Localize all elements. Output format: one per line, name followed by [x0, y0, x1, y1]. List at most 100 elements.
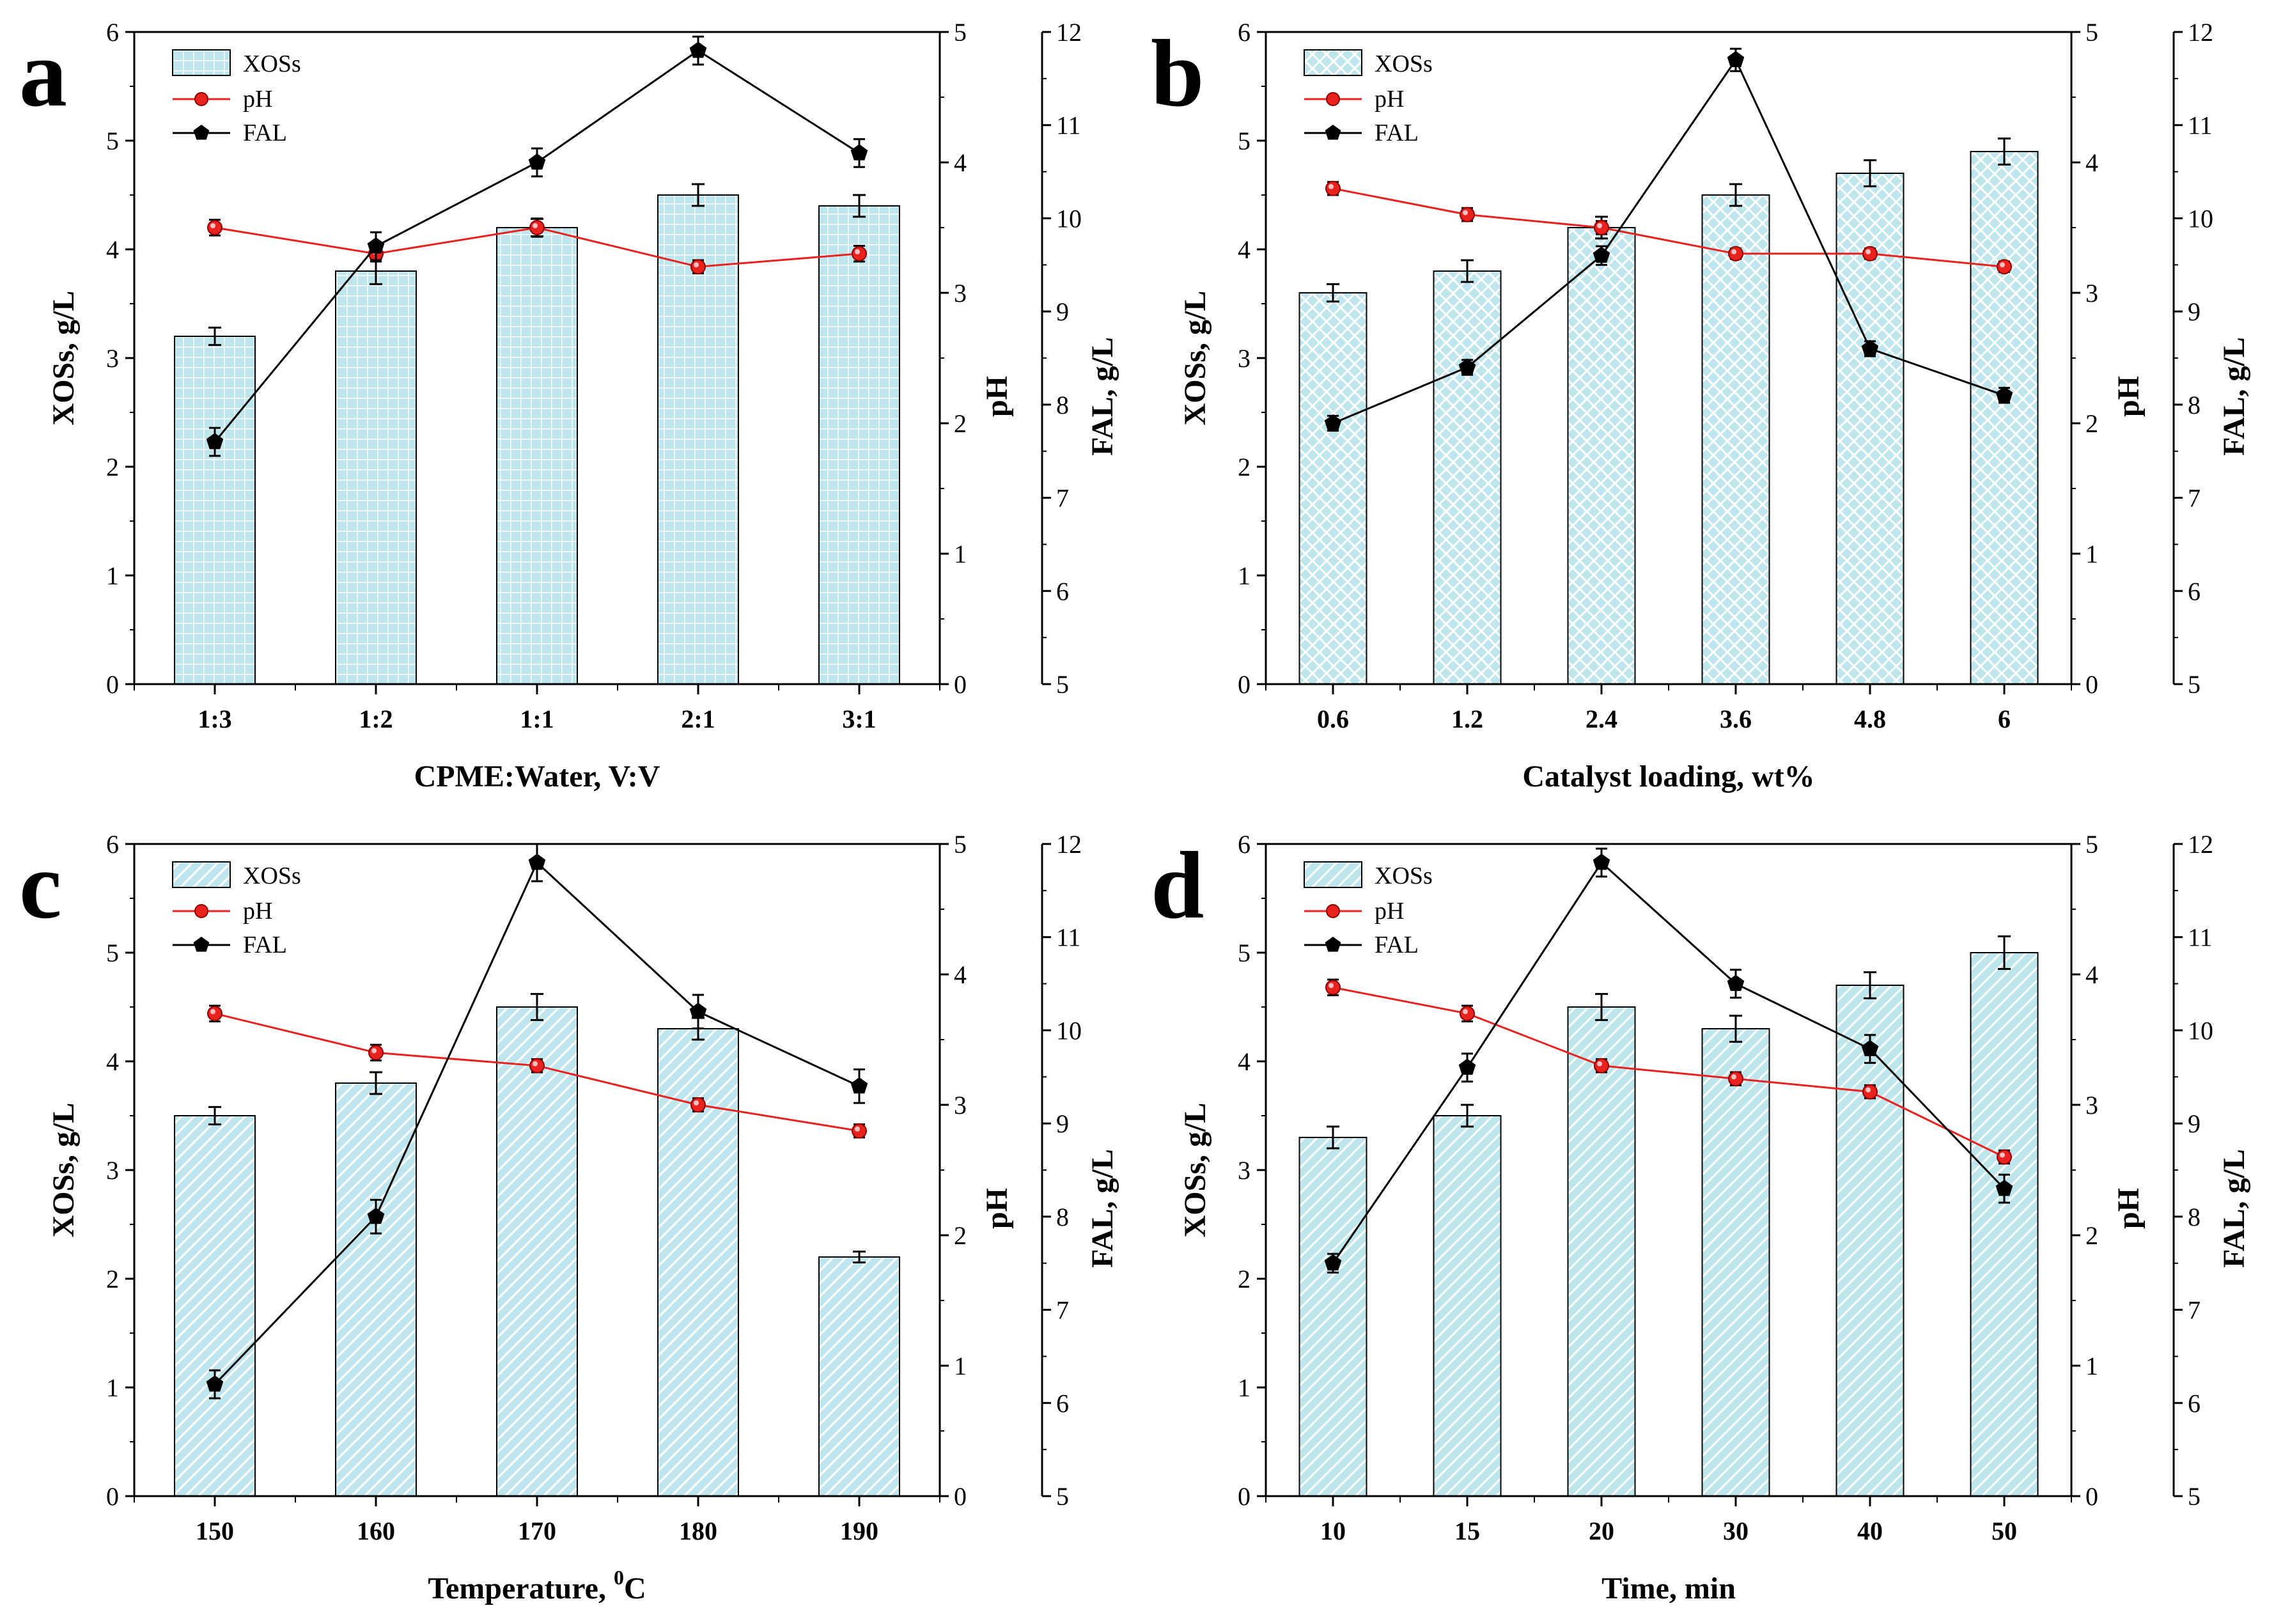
- left-axis-tick-label: 4: [1238, 1047, 1251, 1076]
- bar-error-bar: [531, 993, 543, 1021]
- fal-point: [1458, 1058, 1476, 1075]
- fal-series: [1324, 47, 2013, 432]
- x-axis-tick-label: 10: [1320, 1517, 1346, 1545]
- bar-150: [174, 1115, 256, 1497]
- fal-axis-tick-label: 10: [2188, 1016, 2213, 1045]
- fal-point: [1593, 854, 1610, 870]
- bar-error-bar: [1998, 935, 2011, 970]
- legend-ph-label: pH: [243, 86, 272, 113]
- left-axis-tick-label: 5: [106, 127, 119, 155]
- ph-axis-tick-label: 1: [954, 540, 967, 568]
- fal-axis-tick-label: 10: [2188, 204, 2213, 233]
- ph-point-highlight: [533, 223, 538, 228]
- fal-axis-tick-label: 8: [1056, 1203, 1069, 1231]
- left-axis-tick-label: 5: [106, 939, 119, 967]
- ph-axis-label: pH: [980, 376, 1014, 417]
- x-axis-tick-label: 4.8: [1854, 705, 1886, 733]
- fal-series: [206, 35, 868, 457]
- ph-point-highlight: [210, 1009, 215, 1015]
- fal-point: [1458, 358, 1476, 375]
- ph-point: [1862, 246, 1878, 262]
- ph-point: [1862, 1084, 1878, 1100]
- legend-ph-marker: [194, 904, 208, 918]
- fal-series: [1324, 847, 2013, 1274]
- fal-point: [850, 144, 868, 160]
- ph-axis-tick-label: 5: [954, 18, 967, 47]
- left-axis-tick-label: 2: [106, 453, 119, 481]
- legend-ph-label: pH: [1375, 898, 1404, 925]
- fal-axis-tick-label: 11: [2188, 923, 2213, 952]
- ph-point-highlight: [1731, 1074, 1736, 1080]
- fal-point: [1727, 51, 1745, 67]
- ph-point-highlight: [1463, 1009, 1468, 1015]
- legend-xoss-label: XOSs: [1375, 51, 1433, 77]
- x-axis-tick-label: 3.6: [1720, 705, 1752, 733]
- left-axis-tick-label: 1: [1238, 561, 1251, 590]
- fal-point: [1324, 414, 1342, 431]
- x-axis-label-text: CPME:Water, V:V: [414, 760, 660, 793]
- x-axis-tick-label: 160: [357, 1517, 395, 1545]
- left-axis-tick-label: 4: [106, 235, 119, 264]
- x-axis-tick-label: 2:1: [681, 705, 715, 733]
- ph-axis-tick-label: 0: [2085, 1482, 2098, 1511]
- ph-axis-tick-label: 1: [954, 1352, 967, 1380]
- ph-point-highlight: [694, 1100, 699, 1105]
- ph-point-highlight: [2000, 262, 2005, 268]
- ph-axis-tick-label: 2: [954, 1221, 967, 1250]
- fal-axis-tick-label: 7: [2188, 484, 2201, 513]
- ph-axis-tick-label: 5: [954, 830, 967, 859]
- bar-50: [1970, 952, 2039, 1497]
- ph-line: [1332, 187, 2005, 268]
- fal-point: [206, 1375, 224, 1392]
- fal-axis-tick-label: 11: [1056, 923, 1081, 952]
- left-axis-tick-label: 0: [106, 670, 119, 699]
- fal-point: [689, 42, 707, 58]
- legend-ph-marker: [1326, 904, 1340, 918]
- left-axis-tick-label: 6: [1238, 830, 1251, 859]
- bar-160: [335, 1082, 417, 1497]
- left-axis-label: XOSs, g/L: [1178, 291, 1212, 426]
- bar-15: [1433, 1115, 1502, 1497]
- x-axis-tick-label: 2.4: [1586, 705, 1617, 733]
- ph-series: [1325, 978, 2012, 1165]
- left-axis-tick-label: 6: [1238, 18, 1251, 47]
- left-axis-tick-label: 4: [106, 1047, 119, 1076]
- x-axis-tick-label: 0.6: [1317, 705, 1349, 733]
- x-axis-tick-label: 1.2: [1451, 705, 1483, 733]
- left-axis-tick-label: 3: [106, 1156, 119, 1185]
- ph-point: [529, 1058, 545, 1074]
- bar-error-bar: [1461, 1104, 1474, 1128]
- x-axis-tick-label: 15: [1454, 1517, 1480, 1545]
- ph-point-highlight: [1731, 249, 1736, 254]
- x-axis-tick-label: 1:1: [520, 705, 554, 733]
- legend: XOSs pH FAL: [1304, 49, 1433, 146]
- panel-letter-d: d: [1151, 832, 1204, 939]
- fal-axis-label: FAL, g/L: [2217, 1149, 2251, 1268]
- left-axis-tick-label: 0: [1238, 670, 1251, 699]
- ph-point-highlight: [371, 1048, 377, 1054]
- ph-axis-tick-label: 0: [2085, 670, 2098, 699]
- legend-ph-label: pH: [1375, 86, 1404, 113]
- left-axis-label: XOSs, g/L: [47, 1103, 81, 1238]
- fal-axis-tick-label: 12: [1056, 830, 1082, 859]
- bar-error-bar: [1327, 1125, 1339, 1150]
- fal-point: [1593, 246, 1610, 263]
- ph-point: [1997, 1149, 2012, 1165]
- panel-letter-a: a: [19, 20, 67, 127]
- panel-letter-c: c: [19, 832, 62, 939]
- ph-point: [1325, 980, 1341, 995]
- fal-point: [528, 854, 546, 870]
- bar-error-bar: [1729, 1015, 1742, 1043]
- fal-axis-tick-label: 11: [1056, 111, 1081, 140]
- legend-xoss-label: XOSs: [243, 51, 301, 77]
- legend-ph-marker: [1326, 92, 1340, 106]
- x-axis-tick-label: 50: [1991, 1517, 2017, 1545]
- ph-axis-tick-label: 0: [954, 670, 967, 699]
- left-axis-tick-label: 2: [1238, 453, 1251, 481]
- ph-point: [690, 1097, 706, 1113]
- fal-axis-tick-label: 8: [2188, 1203, 2201, 1231]
- bar-error-bar: [1864, 971, 1876, 999]
